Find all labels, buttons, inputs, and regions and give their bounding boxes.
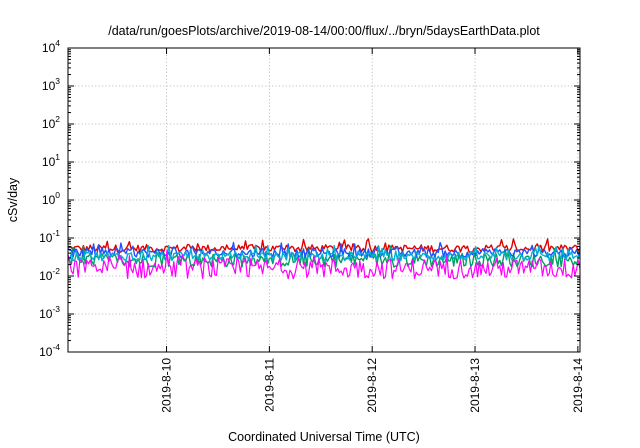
y-tick-label: 10-2 — [39, 266, 60, 283]
y-tick-label: 10-4 — [39, 342, 60, 359]
x-axis-label: Coordinated Universal Time (UTC) — [228, 430, 420, 444]
x-tick-label: 2019-8-10 — [160, 358, 174, 413]
y-tick-label: 10-1 — [39, 228, 60, 245]
x-tick-label: 2019-8-11 — [262, 358, 276, 412]
y-tick-label: 102 — [42, 114, 60, 131]
series-line-4 — [67, 244, 581, 262]
ticks: 10-4 10-3 10-2 10-1 100 101 102 103 104 2019-8-10… — [39, 38, 585, 413]
x-tick-label: 2019-8-13 — [468, 358, 482, 413]
y-tick-label: 103 — [42, 76, 60, 93]
series-line-5 — [67, 249, 581, 280]
x-tick-label: 2019-8-14 — [571, 358, 585, 413]
series-group — [67, 238, 581, 280]
y-axis-label: cSv/day — [6, 177, 20, 222]
y-tick-label: 104 — [42, 38, 60, 55]
x-tick-label: 2019-8-12 — [365, 358, 379, 413]
y-tick-label: 100 — [42, 190, 60, 207]
y-tick-label: 10-3 — [39, 304, 60, 321]
chart-title: /data/run/goesPlots/archive/2019-08-14/0… — [108, 24, 540, 38]
y-tick-label: 101 — [42, 152, 60, 169]
series-line-3 — [67, 241, 581, 258]
